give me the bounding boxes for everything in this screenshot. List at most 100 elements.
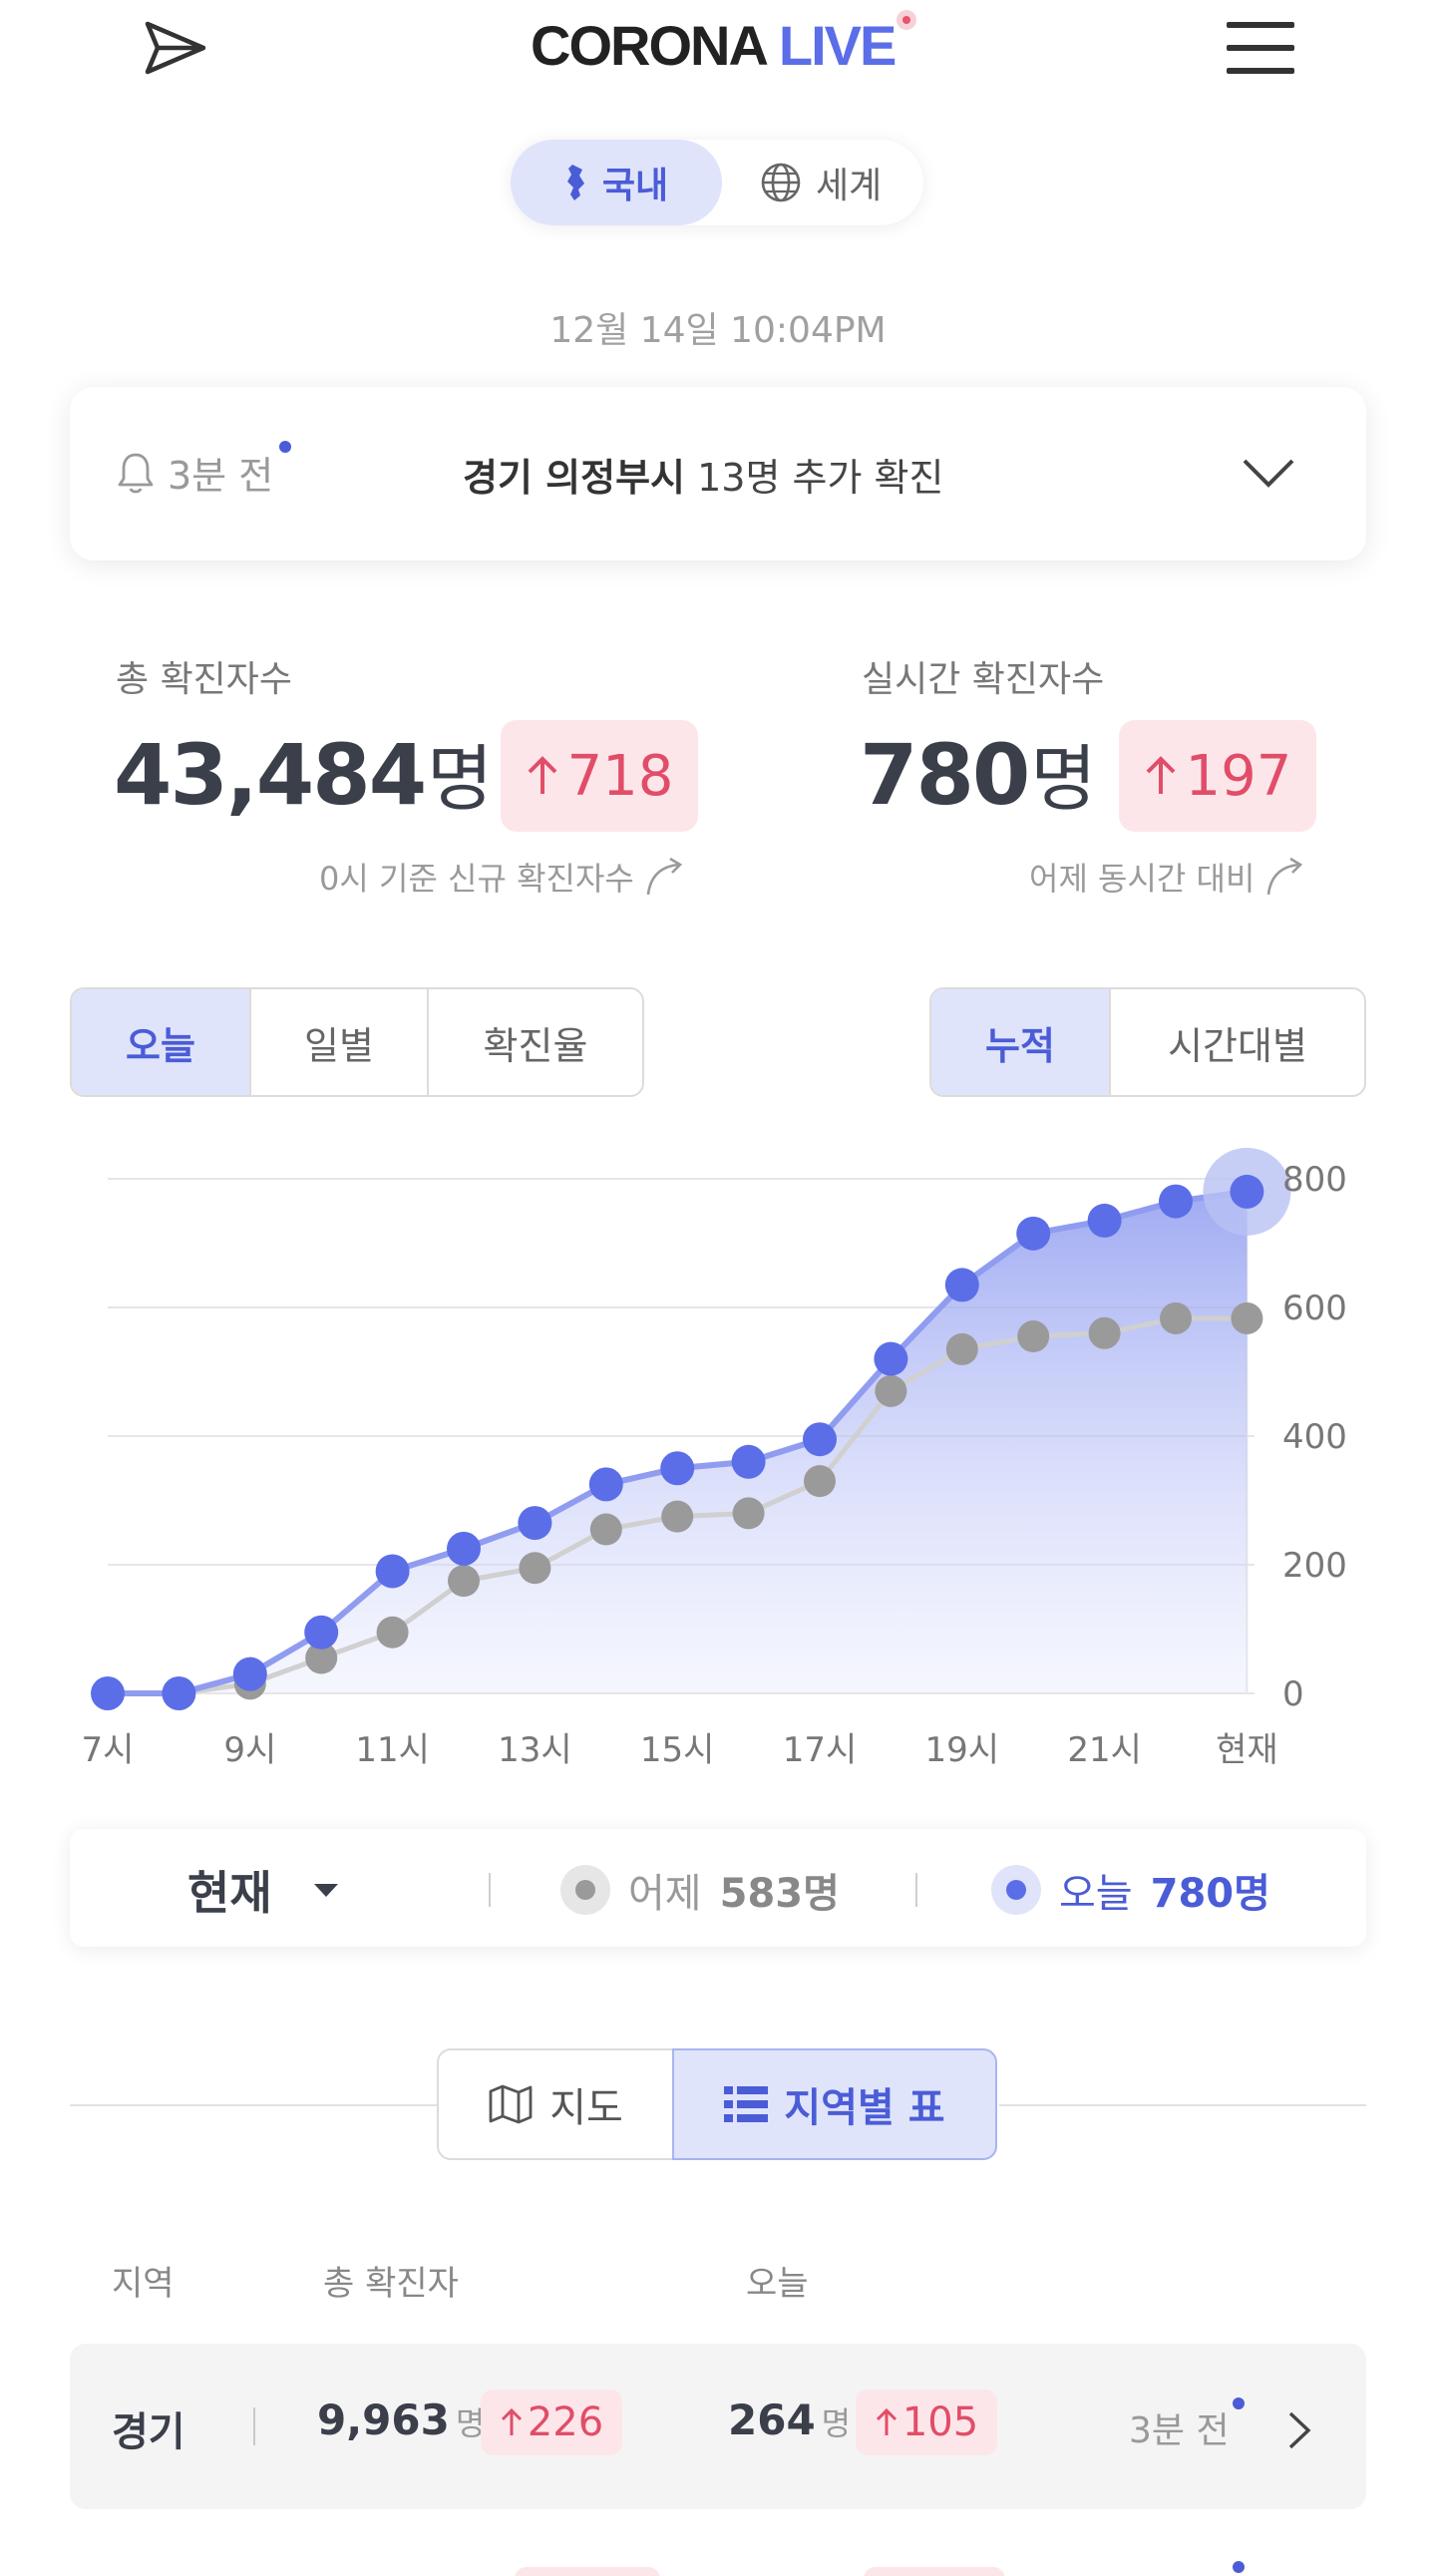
today-data-point[interactable] [731,1444,766,1479]
bell-icon [118,453,154,493]
menu-line-icon [1227,22,1294,28]
today-data-point[interactable] [944,1268,979,1302]
row-today: 264 명 [728,2395,851,2444]
tab-world[interactable]: 세계 [734,140,923,225]
today-data-point[interactable] [1016,1216,1051,1251]
today-data-point[interactable] [518,1506,552,1541]
y-tick-label: 400 [1282,1417,1347,1457]
divider [253,2407,255,2445]
row-total-value: 9,963 [317,2395,450,2444]
share-button[interactable] [140,14,211,86]
yesterday-data-point[interactable] [448,1565,480,1598]
row-total: 9,963 명 [317,2395,485,2444]
realtime-cases-note[interactable]: 어제 동시간 대비 [1029,854,1308,900]
yesterday-data-point[interactable] [1231,1301,1263,1334]
today-data-point[interactable] [803,1422,837,1457]
today-data-point[interactable] [588,1467,623,1502]
yesterday-data-point[interactable] [376,1616,409,1649]
view-toggle: 지도 지역별 표 [437,2048,999,2160]
yesterday-data-point[interactable] [732,1497,765,1530]
menu-line-icon [1227,45,1294,51]
latest-notice-card[interactable]: 3분 전 경기 의정부시 13명 추가 확진 [70,387,1366,560]
curved-arrow-icon [646,857,682,896]
x-tick-label: 9시 [223,1730,276,1770]
x-tick-label: 21시 [1067,1730,1142,1770]
tab-daily[interactable]: 일별 [251,989,429,1095]
tab-domestic[interactable]: 국내 [511,140,722,225]
yesterday-data-point[interactable] [589,1513,622,1546]
row-total-delta-badge: 226 [481,2390,622,2455]
row-badge-partial [864,2567,1005,2576]
arrow-up-icon [501,2407,522,2435]
logo-main: CORONA [531,13,769,77]
yesterday-data-point[interactable] [945,1332,978,1365]
period-dropdown[interactable]: 현재 [187,1857,338,1923]
divider [915,1873,917,1907]
yesterday-data-point[interactable] [1088,1316,1121,1349]
column-header-total: 총 확진자 [323,2264,459,2304]
logo[interactable]: CORONA LIVE [531,10,917,80]
row-total-delta: 226 [527,2399,604,2445]
yesterday-data-point[interactable] [1160,1301,1192,1334]
yesterday-data-point[interactable] [804,1465,836,1498]
tab-today[interactable]: 오늘 [72,989,251,1095]
tab-cumulative[interactable]: 누적 [931,989,1111,1095]
today-data-point[interactable] [304,1615,339,1650]
cases-line-chart[interactable]: 7시 9시 11시 13시 15시 17시 19시 21시 현재 0 200 400 600 800 [70,1137,1366,1775]
table-row[interactable]: 경기 9,963 명 226 264 명 105 3분 전 [70,2344,1366,2509]
tab-hourly[interactable]: 시간대별 [1168,1023,1307,1068]
tab-rate[interactable]: 확진율 [483,1023,588,1068]
realtime-cases-delta-badge: 197 [1119,720,1316,832]
chart-legend-bar: 현재 어제 583명 오늘 780명 [70,1829,1366,1947]
y-tick-label: 600 [1282,1288,1347,1328]
tab-region-table[interactable]: 지역별 표 [672,2048,997,2160]
today-series-points [91,1147,1291,1710]
yesterday-data-point[interactable] [661,1500,694,1533]
today-data-point[interactable] [1087,1203,1122,1238]
yesterday-data-point[interactable] [305,1642,338,1674]
today-data-point[interactable] [660,1451,695,1486]
curved-arrow-icon [1267,857,1303,896]
row-updated: 3분 전 [1129,2410,1230,2451]
x-tick-label: 19시 [925,1730,1000,1770]
yesterday-data-point[interactable] [875,1374,907,1407]
row-today-value: 264 [728,2395,816,2444]
today-data-point[interactable] [91,1676,125,1710]
legend-today: 오늘 780명 [991,1861,1270,1919]
menu-button[interactable] [1223,18,1298,78]
notice-text: 13명 추가 확진 [697,456,944,500]
total-cases-value: 43,484명 [114,720,493,825]
today-data-point[interactable] [232,1656,267,1691]
today-data-point[interactable] [162,1676,196,1710]
arrow-up-icon [528,756,556,794]
korea-map-icon [566,165,584,200]
caret-down-icon [313,1883,338,1897]
total-cases-unit: 명 [427,737,493,821]
chevron-down-icon[interactable] [1239,447,1298,497]
realtime-cases-delta: 197 [1185,743,1292,809]
x-tick-label: 13시 [498,1730,572,1770]
today-data-point[interactable] [375,1554,410,1589]
legend-yesterday-value: 583명 [719,1871,840,1917]
yesterday-data-point[interactable] [1017,1320,1050,1353]
today-data-point[interactable] [874,1341,908,1376]
notice-time-label: 3분 전 [168,454,274,498]
total-cases-note[interactable]: 0시 기준 신규 확진자수 [319,854,688,900]
yesterday-data-point[interactable] [519,1552,551,1585]
y-tick-label: 800 [1282,1160,1347,1200]
y-tick-label: 200 [1282,1546,1347,1586]
period-label: 현재 [187,1866,272,1920]
total-cases-delta: 718 [566,743,674,809]
header: CORONA LIVE [0,0,1436,100]
tab-map[interactable]: 지도 [437,2048,674,2160]
today-data-point[interactable] [1159,1184,1193,1219]
live-indicator-icon [897,10,917,30]
column-header-today: 오늘 [746,2264,809,2304]
tab-map-label: 지도 [549,2085,623,2131]
today-data-point[interactable] [1230,1174,1264,1209]
today-data-point[interactable] [447,1531,481,1566]
row-today-delta-badge: 105 [856,2390,997,2455]
row-badge-partial [515,2567,660,2576]
new-indicator-icon [1233,2561,1245,2573]
chevron-right-icon [1288,2411,1311,2449]
